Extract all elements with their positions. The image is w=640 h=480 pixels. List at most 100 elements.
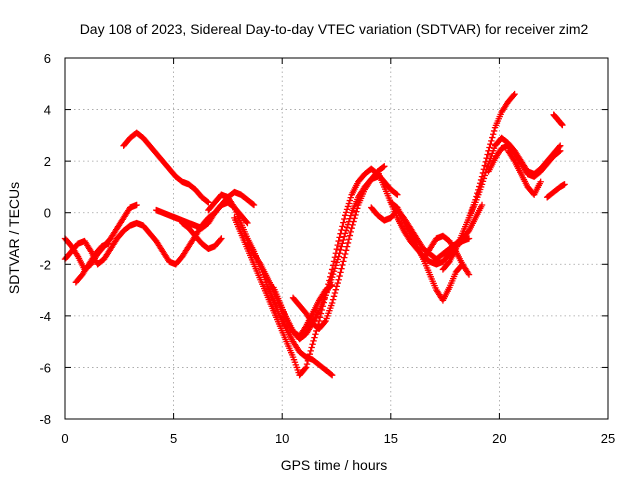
x-tick-label: 10: [275, 431, 289, 446]
axis-ticks: [64, 57, 609, 420]
data-point: [343, 243, 351, 250]
data-point: [336, 272, 343, 280]
data-point: [335, 253, 342, 260]
data-point: [312, 331, 319, 338]
data-point: [333, 245, 341, 253]
data-series-2: [72, 240, 112, 286]
data-point: [230, 202, 237, 210]
data-point: [329, 271, 337, 278]
data-point: [339, 223, 346, 230]
x-axis-label: GPS time / hours: [281, 457, 388, 473]
data-point: [482, 158, 489, 166]
y-tick-label: -4: [39, 309, 51, 324]
data-point: [559, 121, 566, 129]
data-point: [475, 186, 482, 194]
data-point: [341, 230, 349, 237]
data-point: [331, 289, 339, 297]
data-series-18: [504, 147, 544, 198]
data-point: [336, 234, 343, 241]
data-point: [249, 201, 257, 208]
data-point: [250, 201, 258, 209]
data-point: [465, 235, 473, 242]
data-point: [479, 169, 487, 177]
data-point: [332, 262, 340, 269]
data-series-4: [153, 188, 258, 232]
plot-frame: [64, 57, 609, 420]
data-point: [487, 140, 494, 148]
data-point: [306, 350, 314, 358]
data-series-20: [543, 181, 568, 201]
data-point: [332, 286, 340, 293]
data-series-17: [485, 142, 564, 180]
data-point: [342, 209, 350, 216]
data-point: [556, 148, 563, 155]
data-point: [393, 190, 400, 198]
data-point: [307, 347, 314, 355]
data-point: [474, 189, 481, 197]
x-tick-label: 20: [492, 431, 506, 446]
data-point: [321, 318, 328, 326]
x-tick-labels: 0 5 10 15 20 25: [61, 431, 615, 446]
y-tick-label: 0: [44, 206, 51, 221]
data-point: [347, 212, 354, 219]
data-point: [346, 197, 354, 204]
y-tick-label: 2: [44, 154, 51, 169]
data-point: [344, 239, 352, 247]
data-point: [334, 256, 341, 263]
data-series-5: [179, 219, 225, 253]
data-point: [310, 337, 317, 345]
data-point: [337, 246, 344, 254]
data-series-3: [120, 129, 212, 206]
data-point: [204, 198, 211, 205]
data-point: [354, 205, 361, 212]
data-point: [340, 236, 347, 244]
data-point: [381, 163, 388, 170]
x-tick-label: 5: [170, 431, 177, 446]
data-point: [489, 134, 496, 141]
x-tick-label: 0: [61, 431, 68, 446]
data-point: [478, 201, 486, 209]
data-point: [133, 201, 140, 209]
data-point: [341, 215, 348, 223]
y-axis-label: SDTVAR / TECUs: [6, 182, 22, 294]
data-point: [340, 219, 347, 226]
data-point: [339, 261, 346, 269]
data-point: [480, 166, 488, 173]
data-point: [256, 259, 263, 267]
data-point: [309, 341, 316, 348]
data-point: [343, 224, 351, 231]
data-point: [346, 232, 354, 239]
data-point: [301, 365, 309, 372]
data-point: [328, 299, 336, 307]
data-point: [348, 224, 355, 232]
data-point: [345, 236, 353, 243]
data-point: [341, 250, 349, 258]
data-point: [472, 196, 479, 204]
data-point: [394, 191, 401, 198]
data-point: [335, 237, 342, 245]
data-point: [477, 176, 485, 184]
data-point: [328, 281, 336, 289]
x-tick-label: 15: [384, 431, 398, 446]
data-point: [341, 233, 348, 240]
data-point: [328, 282, 335, 289]
data-point: [465, 271, 473, 278]
data-point: [330, 258, 338, 265]
data-point: [353, 208, 360, 215]
data-point: [304, 357, 312, 364]
data-point: [341, 212, 349, 219]
data-point: [342, 227, 350, 234]
data-point: [315, 317, 323, 325]
data-point: [335, 276, 342, 283]
data-point: [338, 243, 345, 250]
data-point: [342, 247, 350, 254]
data-point: [485, 147, 492, 155]
data-point: [311, 334, 318, 341]
data-point: [489, 131, 497, 138]
data-point: [244, 219, 251, 227]
data-point: [351, 215, 358, 222]
data-point: [303, 360, 311, 368]
data-point: [243, 218, 250, 226]
data-point: [510, 156, 517, 163]
y-tick-label: 6: [44, 51, 51, 66]
